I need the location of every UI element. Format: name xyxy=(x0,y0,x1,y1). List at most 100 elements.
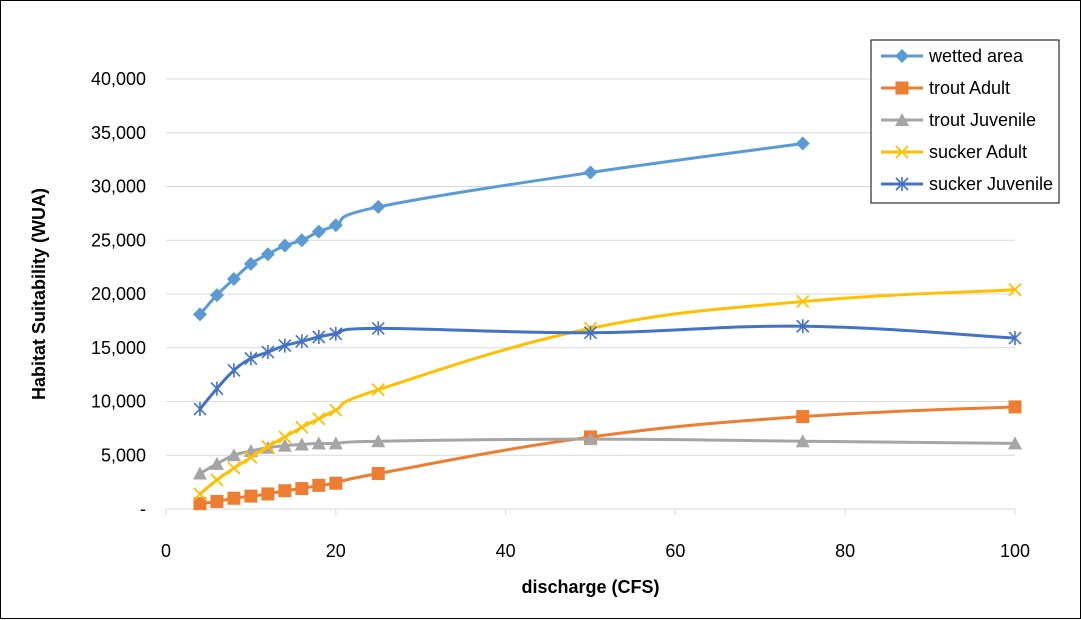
legend-entry: trout Adult xyxy=(881,78,1010,98)
y-tick-label: 40,000 xyxy=(91,69,146,89)
x-tick-label: 40 xyxy=(496,541,516,561)
legend-entry: sucker Adult xyxy=(881,142,1027,162)
series-line xyxy=(198,324,1016,410)
data-point xyxy=(295,334,309,349)
data-point xyxy=(311,436,326,450)
data-point xyxy=(312,330,326,344)
data-point xyxy=(209,456,224,470)
y-tick-label: 25,000 xyxy=(91,230,146,250)
data-point xyxy=(227,491,241,505)
series-2 xyxy=(192,432,1022,480)
series-line xyxy=(198,142,803,316)
data-point xyxy=(226,448,241,462)
data-point xyxy=(227,363,241,378)
plot-series xyxy=(192,136,1022,511)
data-point xyxy=(371,199,386,214)
y-axis-title: Habitat Suitability (WUA) xyxy=(29,188,49,400)
y-tick-label: 20,000 xyxy=(91,284,146,304)
data-point xyxy=(210,494,224,508)
legend-swatch-marker xyxy=(895,113,909,126)
series-0 xyxy=(192,136,810,322)
series-4 xyxy=(193,319,1022,417)
legend-label: wetted area xyxy=(928,46,1024,66)
data-point xyxy=(1008,436,1022,450)
data-point xyxy=(209,288,224,303)
data-point xyxy=(312,478,326,492)
data-point xyxy=(260,247,275,262)
data-point xyxy=(583,325,598,340)
data-point xyxy=(796,294,810,309)
data-point xyxy=(1008,400,1022,414)
data-point xyxy=(294,437,309,451)
legend-swatch-marker xyxy=(895,81,909,95)
data-point xyxy=(328,218,343,233)
x-tick-label: 60 xyxy=(665,541,685,561)
data-point xyxy=(210,381,224,396)
data-point xyxy=(1008,283,1022,297)
data-point xyxy=(371,383,385,397)
legend: wetted area trout Adult trout Juvenile suck… xyxy=(870,39,1060,204)
data-point xyxy=(193,487,207,501)
data-point xyxy=(295,482,309,496)
legend-label: trout Adult xyxy=(929,78,1010,98)
data-point xyxy=(192,466,207,480)
x-tick-label: 100 xyxy=(1000,541,1030,561)
legend-entry: wetted area xyxy=(881,46,1024,66)
legend-swatch-marker xyxy=(895,177,909,191)
legend-entry: sucker Juvenile xyxy=(881,174,1053,194)
x-axis-title: discharge (CFS) xyxy=(521,577,659,597)
data-point xyxy=(311,224,326,239)
series-3 xyxy=(193,283,1022,501)
axes: - 5,000 10,000 15,000 20,000 25,000 30,000 35,0… xyxy=(91,69,1030,561)
x-tick-label: 0 xyxy=(161,541,171,561)
data-point xyxy=(244,450,258,465)
y-tick-label: 15,000 xyxy=(91,338,146,358)
data-point xyxy=(261,440,275,454)
legend-entry: trout Juvenile xyxy=(881,110,1036,130)
data-point xyxy=(1008,331,1022,346)
y-tick-label: 30,000 xyxy=(91,177,146,197)
legend-label: trout Juvenile xyxy=(929,110,1036,130)
data-point xyxy=(329,326,343,341)
x-tick-label: 80 xyxy=(835,541,855,561)
data-point xyxy=(583,165,598,180)
y-tick-label: - xyxy=(140,499,146,519)
data-point xyxy=(796,410,810,424)
y-tick-label: 10,000 xyxy=(91,392,146,412)
y-tick-label: 35,000 xyxy=(91,123,146,143)
data-point xyxy=(295,420,309,434)
y-tick-label: 5,000 xyxy=(101,445,146,465)
data-point xyxy=(329,476,343,490)
series-line xyxy=(199,288,1016,496)
data-point xyxy=(278,338,292,353)
data-point xyxy=(329,403,343,417)
data-point xyxy=(795,136,810,151)
data-point xyxy=(193,497,207,511)
data-point xyxy=(294,233,309,248)
series-1 xyxy=(193,400,1022,511)
data-point xyxy=(278,430,292,444)
data-point xyxy=(583,432,598,446)
data-point xyxy=(277,238,292,253)
data-point xyxy=(312,412,326,426)
legend-swatch-marker xyxy=(895,145,909,159)
data-point xyxy=(371,434,386,448)
data-point xyxy=(192,307,207,322)
data-point xyxy=(244,489,258,503)
data-point xyxy=(278,484,292,498)
data-point xyxy=(328,436,343,450)
data-point xyxy=(226,271,241,286)
data-point xyxy=(227,461,241,475)
data-point xyxy=(261,345,275,360)
legend-label: sucker Juvenile xyxy=(929,174,1053,194)
data-point xyxy=(795,434,810,448)
data-point xyxy=(243,256,258,271)
x-tick-label: 20 xyxy=(326,541,346,561)
data-point xyxy=(193,402,207,417)
data-point xyxy=(261,487,275,501)
data-point xyxy=(796,319,810,334)
data-point xyxy=(371,321,385,336)
data-point xyxy=(277,438,292,452)
